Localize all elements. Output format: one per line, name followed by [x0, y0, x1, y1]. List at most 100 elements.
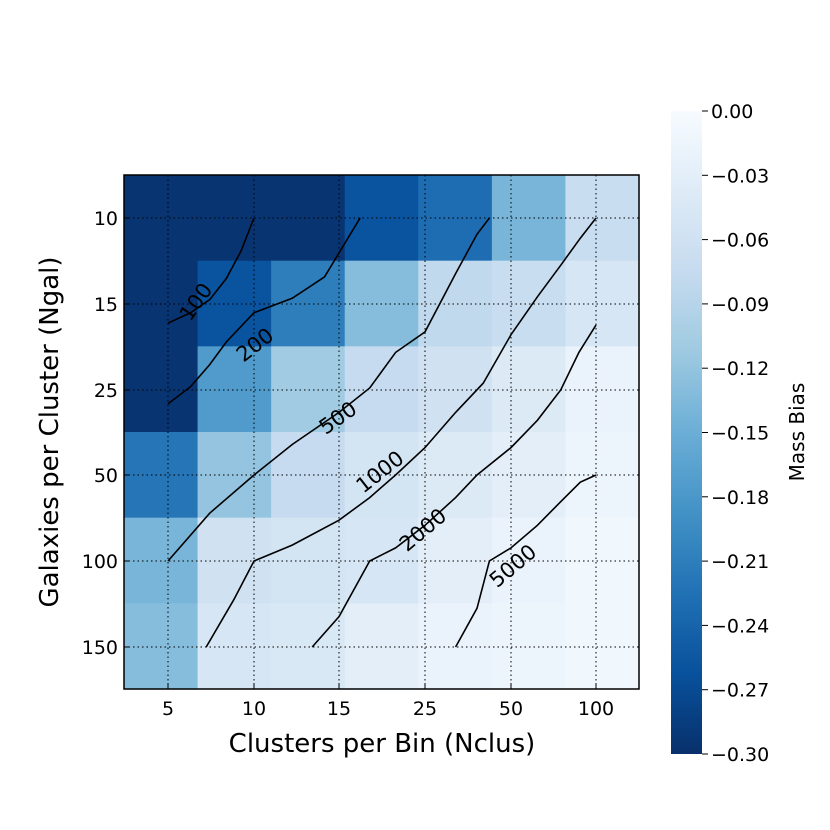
heatmap-cell — [344, 303, 419, 347]
heatmap-cell — [565, 432, 640, 476]
heatmap-cells — [124, 175, 640, 690]
heatmap-cell — [124, 346, 199, 390]
heatmap-cell — [344, 175, 419, 219]
heatmap-cell — [344, 260, 419, 305]
x-tick-label: 5 — [162, 698, 174, 720]
heatmap-cell — [124, 303, 199, 347]
heatmap-cell — [271, 646, 346, 690]
heatmap-cell — [271, 217, 346, 262]
contour-line-2000 — [311, 324, 597, 648]
y-tick-label: 10 — [94, 208, 118, 230]
heatmap-cell — [197, 346, 272, 390]
heatmap-cell — [124, 217, 199, 262]
colorbar-label: Mass Bias — [785, 383, 809, 482]
heatmap-cell — [271, 175, 346, 219]
x-tick-label: 10 — [242, 698, 266, 720]
heatmap-cell — [418, 474, 493, 519]
heatmap-cell — [565, 560, 640, 604]
heatmap-cell — [491, 560, 567, 604]
y-tick-label: 150 — [82, 637, 118, 659]
heatmap-cell — [197, 217, 272, 262]
contour-line-1000 — [205, 217, 597, 648]
colorbar-tick-label: 0.00 — [711, 101, 753, 123]
grid-lines — [124, 175, 639, 689]
heatmap-cell — [271, 474, 346, 519]
heatmap-cell — [418, 603, 493, 647]
colorbar-tick-label: −0.21 — [711, 551, 769, 573]
x-tick-label: 15 — [327, 698, 351, 720]
colorbar-tick-label: −0.15 — [711, 423, 769, 445]
heatmap-cell — [491, 175, 567, 219]
heatmap-cell — [344, 603, 419, 647]
heatmap-cell — [124, 260, 199, 305]
heatmap-cell — [197, 260, 272, 305]
heatmap-cell — [344, 217, 419, 262]
heatmap-cell — [124, 603, 199, 647]
heatmap-cell — [344, 389, 419, 433]
x-axis-label: Clusters per Bin (Nclus) — [229, 729, 536, 759]
heatmap-cell — [344, 474, 419, 519]
heatmap-cell — [124, 646, 199, 690]
heatmap-cell — [491, 603, 567, 647]
heatmap-cell — [271, 260, 346, 305]
heatmap-cell — [491, 303, 567, 347]
colorbar-tick-label: −0.24 — [711, 615, 769, 637]
colorbar — [671, 111, 702, 754]
heatmap-cell — [418, 346, 493, 390]
heatmap-cell — [491, 646, 567, 690]
heatmap-cell — [197, 474, 272, 519]
heatmap-cell — [197, 389, 272, 433]
y-tick-label: 50 — [94, 465, 118, 487]
colorbar-tick-label: −0.12 — [711, 358, 769, 380]
colorbar-ticks: 0.00 −0.03 −0.06 −0.09 −0.12 −0.15 −0.18 −0.21 −… — [702, 101, 769, 766]
heatmap-cell — [124, 560, 199, 604]
colorbar-tick-label: −0.09 — [711, 294, 769, 316]
heatmap-cell — [418, 432, 493, 476]
y-tick-label: 100 — [82, 551, 118, 573]
heatmap-cell — [271, 432, 346, 476]
plot-frame — [123, 174, 640, 690]
heatmap-cell — [124, 474, 199, 519]
colorbar-tick-label: −0.18 — [711, 487, 769, 509]
heatmap-cell — [418, 560, 493, 604]
x-axis-ticks: 5 10 15 25 50 100 — [162, 683, 614, 720]
heatmap-cell — [565, 175, 640, 219]
heatmap-cell — [197, 603, 272, 647]
colorbar-tick-label: −0.27 — [711, 680, 769, 702]
heatmap-cell — [197, 432, 272, 476]
heatmap-cell — [565, 260, 640, 305]
heatmap-cell — [565, 517, 640, 562]
heatmap-cell — [197, 646, 272, 690]
heatmap-cell — [197, 517, 272, 562]
contour-line-500 — [167, 217, 491, 562]
heatmap-cell — [271, 389, 346, 433]
y-axis-label: Galaxies per Cluster (Ngal) — [35, 256, 65, 607]
x-tick-label: 50 — [499, 698, 523, 720]
colorbar-tick-label: −0.03 — [711, 165, 769, 187]
heatmap-cell — [491, 389, 567, 433]
heatmap-cell — [124, 175, 199, 219]
contour-line-200 — [167, 217, 361, 405]
heatmap-cell — [565, 603, 640, 647]
y-tick-label: 15 — [94, 294, 118, 316]
heatmap-cell — [565, 646, 640, 690]
heatmap-cell — [271, 346, 346, 390]
colorbar-tick-label: −0.30 — [711, 744, 769, 766]
heatmap-cell — [197, 175, 272, 219]
heatmap-cell — [565, 389, 640, 433]
heatmap-cell — [271, 303, 346, 347]
heatmap-cell — [344, 646, 419, 690]
heatmap-cell — [565, 474, 640, 519]
heatmap-cell — [271, 560, 346, 604]
y-tick-label: 25 — [94, 380, 118, 402]
heatmap-cell — [271, 517, 346, 562]
heatmap-cell — [418, 217, 493, 262]
heatmap-cell — [418, 260, 493, 305]
heatmap-cell — [344, 346, 419, 390]
heatmap-cell — [565, 303, 640, 347]
heatmap-cell — [124, 432, 199, 476]
y-axis-ticks: 10 15 25 50 100 150 — [82, 208, 130, 659]
heatmap-cell — [491, 517, 567, 562]
heatmap-cell — [418, 175, 493, 219]
